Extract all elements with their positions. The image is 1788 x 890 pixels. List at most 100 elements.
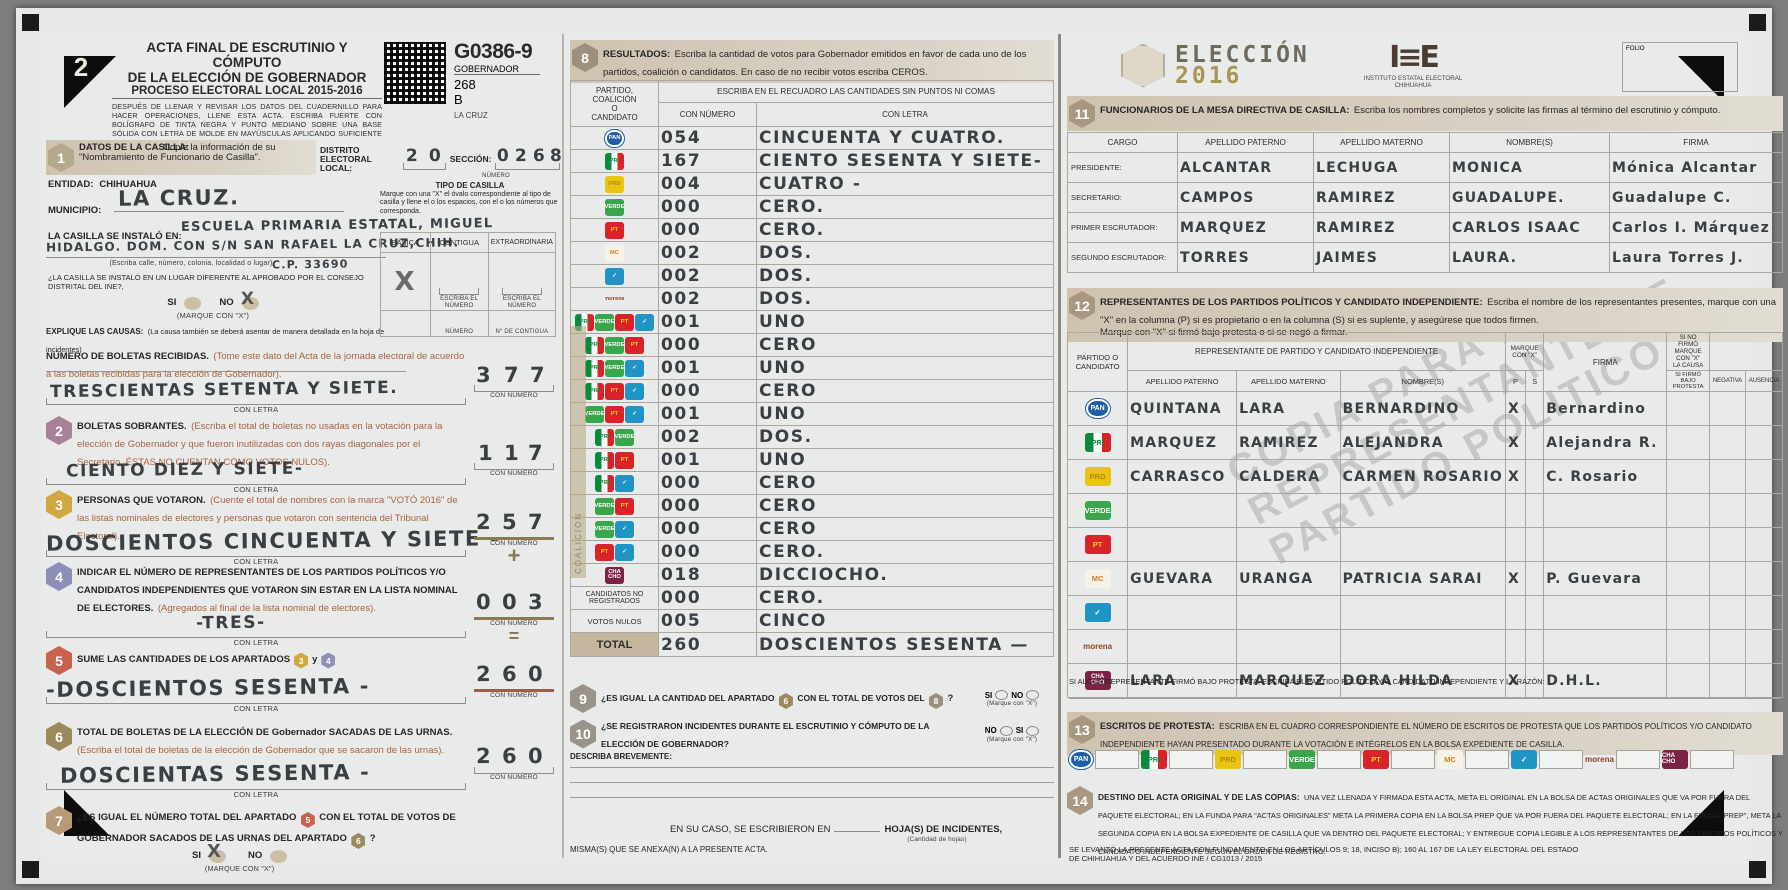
representante-nombres[interactable] <box>1339 527 1506 562</box>
hojas-field[interactable] <box>834 822 881 832</box>
tipo-extraordinaria-cell[interactable]: ESCRIBA EL NÚMERO <box>487 252 557 311</box>
representante-ausencia[interactable] <box>1745 459 1783 494</box>
total-urnas-numero-field[interactable]: 2 6 0 <box>474 744 554 774</box>
boletas-sobrantes-letra-field[interactable]: CIENTO DIEZ Y SIETE- <box>46 459 466 485</box>
representante-propietario[interactable] <box>1504 493 1527 528</box>
describa-field-2[interactable] <box>570 782 1054 783</box>
representante-suplente[interactable] <box>1525 391 1545 426</box>
representante-negativa[interactable] <box>1708 425 1747 460</box>
total-numero-cell[interactable]: 260 <box>658 632 757 657</box>
results-numero-cell[interactable]: 054 <box>658 126 757 150</box>
results-numero-cell[interactable]: 001 <box>658 402 757 426</box>
results-numero-cell[interactable]: 002 <box>658 264 757 288</box>
results-letra-cell[interactable]: CERO <box>756 517 1054 541</box>
si-oval-9[interactable] <box>995 690 1009 700</box>
results-letra-cell[interactable]: DOS. <box>756 241 1054 265</box>
results-letra-cell[interactable]: CERO <box>756 471 1054 495</box>
funcionario-materno[interactable]: RAMIREZ <box>1313 212 1450 243</box>
distrito-field[interactable]: 2 0 <box>403 146 447 171</box>
representante-materno[interactable] <box>1236 527 1341 562</box>
results-letra-cell[interactable]: CERO <box>756 379 1054 403</box>
total-urnas-letra-field[interactable]: DOSCIENTAS SESENTA - <box>46 760 466 790</box>
representante-materno[interactable] <box>1236 493 1341 528</box>
representante-suplente[interactable] <box>1525 527 1545 562</box>
results-letra-cell[interactable]: CERO. <box>756 540 1054 564</box>
representante-firma[interactable] <box>1543 629 1668 664</box>
representante-bajo-protesta[interactable] <box>1666 595 1710 630</box>
representante-propietario[interactable]: X <box>1504 425 1527 460</box>
representante-ausencia[interactable] <box>1745 595 1783 630</box>
results-letra-cell[interactable]: CERO. <box>756 195 1054 219</box>
funcionario-materno[interactable]: LECHUGA <box>1313 152 1450 183</box>
funcionario-nombres[interactable]: GUADALUPE. <box>1449 182 1610 213</box>
describa-field-3[interactable] <box>570 797 1054 798</box>
si-oval-1[interactable] <box>184 297 202 310</box>
no-oval-10[interactable] <box>999 725 1013 736</box>
no-oval-7[interactable] <box>270 850 288 863</box>
representante-ausencia[interactable] <box>1745 391 1783 426</box>
representante-nombres[interactable] <box>1339 629 1506 664</box>
representante-paterno[interactable] <box>1127 493 1238 528</box>
representante-nombres[interactable]: BERNARDINO <box>1339 391 1506 426</box>
representante-bajo-protesta[interactable] <box>1666 561 1710 596</box>
representante-suplente[interactable] <box>1525 595 1545 630</box>
votos-nulos-letra-cell[interactable]: CINCO <box>756 609 1054 633</box>
results-numero-cell[interactable]: 001 <box>658 310 757 334</box>
representante-materno[interactable] <box>1236 595 1341 630</box>
results-letra-cell[interactable]: CINCUENTA Y CUATRO. <box>756 126 1054 150</box>
representante-materno[interactable]: MARQUEZ <box>1236 663 1341 698</box>
escrito-protesta-box-mc[interactable] <box>1465 750 1509 769</box>
results-letra-cell[interactable]: DOS. <box>756 425 1054 449</box>
representante-firma[interactable] <box>1543 527 1668 562</box>
escrito-protesta-box-verde[interactable] <box>1317 750 1361 769</box>
escrito-protesta-box-prd[interactable] <box>1243 750 1287 769</box>
representante-firma[interactable]: Alejandra R. <box>1543 425 1668 460</box>
funcionario-firma[interactable]: Guadalupe C. <box>1609 182 1783 213</box>
funcionario-firma[interactable]: Laura Torres J. <box>1609 242 1783 273</box>
representante-suplente[interactable] <box>1525 459 1545 494</box>
protesta-razon-field[interactable] <box>1069 698 1781 699</box>
representante-paterno[interactable] <box>1127 629 1238 664</box>
representante-materno[interactable]: URANGA <box>1236 561 1341 596</box>
representante-paterno[interactable]: QUINTANA <box>1127 391 1238 426</box>
representante-paterno[interactable]: LARA <box>1127 663 1238 698</box>
representante-negativa[interactable] <box>1708 595 1747 630</box>
no-oval-9[interactable] <box>1026 690 1040 700</box>
funcionario-materno[interactable]: RAMIREZ <box>1313 182 1450 213</box>
representante-bajo-protesta[interactable] <box>1666 459 1710 494</box>
representante-negativa[interactable] <box>1708 527 1747 562</box>
results-numero-cell[interactable]: 002 <box>658 241 757 265</box>
results-letra-cell[interactable]: UNO <box>756 310 1054 334</box>
representante-propietario[interactable]: X <box>1504 561 1527 596</box>
representante-ausencia[interactable] <box>1745 493 1783 528</box>
results-letra-cell[interactable]: CERO. <box>756 218 1054 242</box>
folio-box[interactable]: FOLIO <box>1622 42 1738 92</box>
results-numero-cell[interactable]: 001 <box>658 448 757 472</box>
representante-ausencia[interactable] <box>1745 561 1783 596</box>
representante-ausencia[interactable] <box>1745 425 1783 460</box>
representante-negativa[interactable] <box>1708 493 1747 528</box>
results-letra-cell[interactable]: UNO <box>756 356 1054 380</box>
representante-bajo-protesta[interactable] <box>1666 391 1710 426</box>
results-letra-cell[interactable]: DOS. <box>756 264 1054 288</box>
describa-field-1[interactable] <box>570 767 1054 768</box>
results-letra-cell[interactable]: UNO <box>756 448 1054 472</box>
funcionario-nombres[interactable]: LAURA. <box>1449 242 1610 273</box>
results-numero-cell[interactable]: 001 <box>658 356 757 380</box>
representante-bajo-protesta[interactable] <box>1666 527 1710 562</box>
representante-paterno[interactable]: MARQUEZ <box>1127 425 1238 460</box>
representante-nombres[interactable] <box>1339 493 1506 528</box>
escrito-protesta-box-pri[interactable] <box>1169 750 1213 769</box>
representante-negativa[interactable] <box>1708 663 1747 698</box>
personas-votaron-numero-field[interactable]: 2 5 7 <box>474 510 554 540</box>
results-letra-cell[interactable]: CUATRO - <box>756 172 1054 196</box>
results-numero-cell[interactable]: 167 <box>658 149 757 173</box>
results-numero-cell[interactable]: 002 <box>658 425 757 449</box>
tipo-basica-cell[interactable]: X <box>380 252 431 311</box>
results-numero-cell[interactable]: 000 <box>658 517 757 541</box>
representante-ausencia[interactable] <box>1745 629 1783 664</box>
representante-materno[interactable]: CALDERA <box>1236 459 1341 494</box>
representante-paterno[interactable] <box>1127 527 1238 562</box>
representante-suplente[interactable] <box>1525 561 1545 596</box>
suma-letra-field[interactable]: -DOSCIENTOS SESENTA - <box>46 674 466 704</box>
